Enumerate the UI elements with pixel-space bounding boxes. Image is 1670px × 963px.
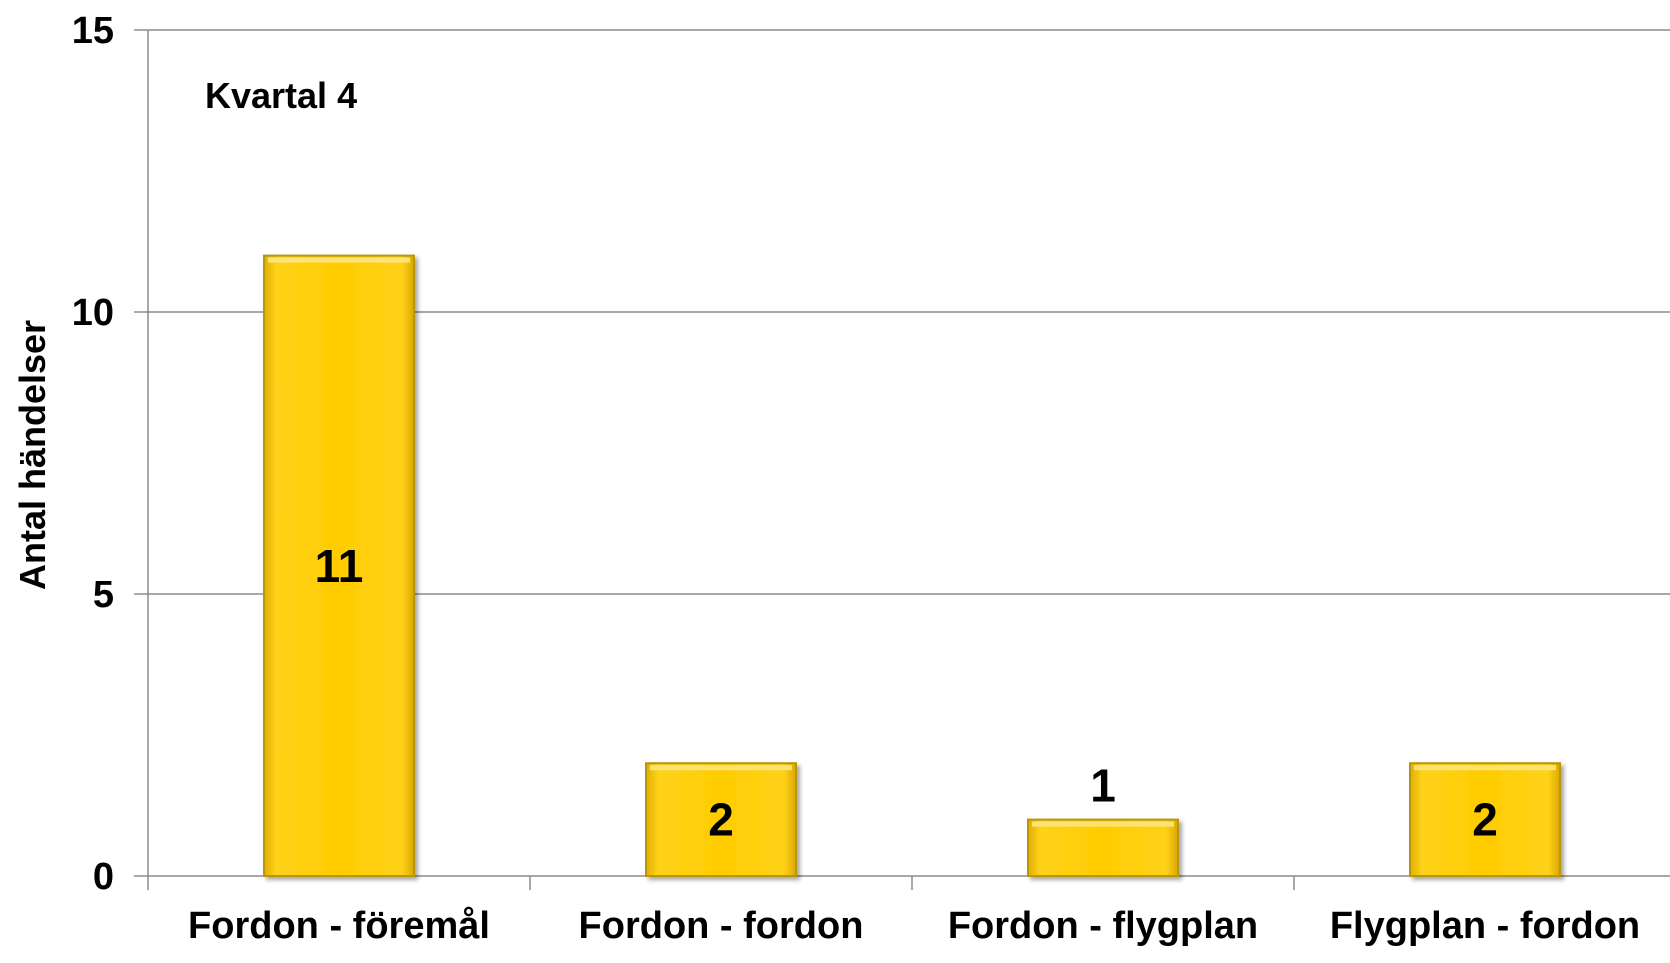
bar-highlight [1414,765,1556,771]
bar [1409,762,1561,878]
data-label: 2 [1472,794,1498,846]
y-tick-label: 0 [93,856,114,898]
x-tick-label: Flygplan - fordon [1330,905,1640,947]
data-label: 2 [708,794,734,846]
bar-highlight [1032,821,1174,827]
y-tick-label: 15 [72,10,114,52]
labels: Fordon - föremål 11 Fordon - fordon 2 Fordon… [188,540,1640,947]
bar-highlight [268,257,410,263]
data-label: 11 [315,540,364,592]
y-tick-label: 10 [72,292,114,334]
x-tick-label: Fordon - fordon [579,905,864,947]
x-tick-label: Fordon - föremål [188,905,490,947]
y-axis-label: Antal händelser [12,320,53,590]
y-tick-label: 5 [93,574,114,616]
chart-annotation: Kvartal 4 [205,75,357,116]
x-tick-label: Fordon - flygplan [948,905,1258,947]
data-label: 1 [1090,760,1116,812]
bar-highlight [650,765,792,771]
bar [263,254,415,878]
bar [645,762,797,878]
bars [263,254,1561,878]
bar [1027,818,1179,877]
